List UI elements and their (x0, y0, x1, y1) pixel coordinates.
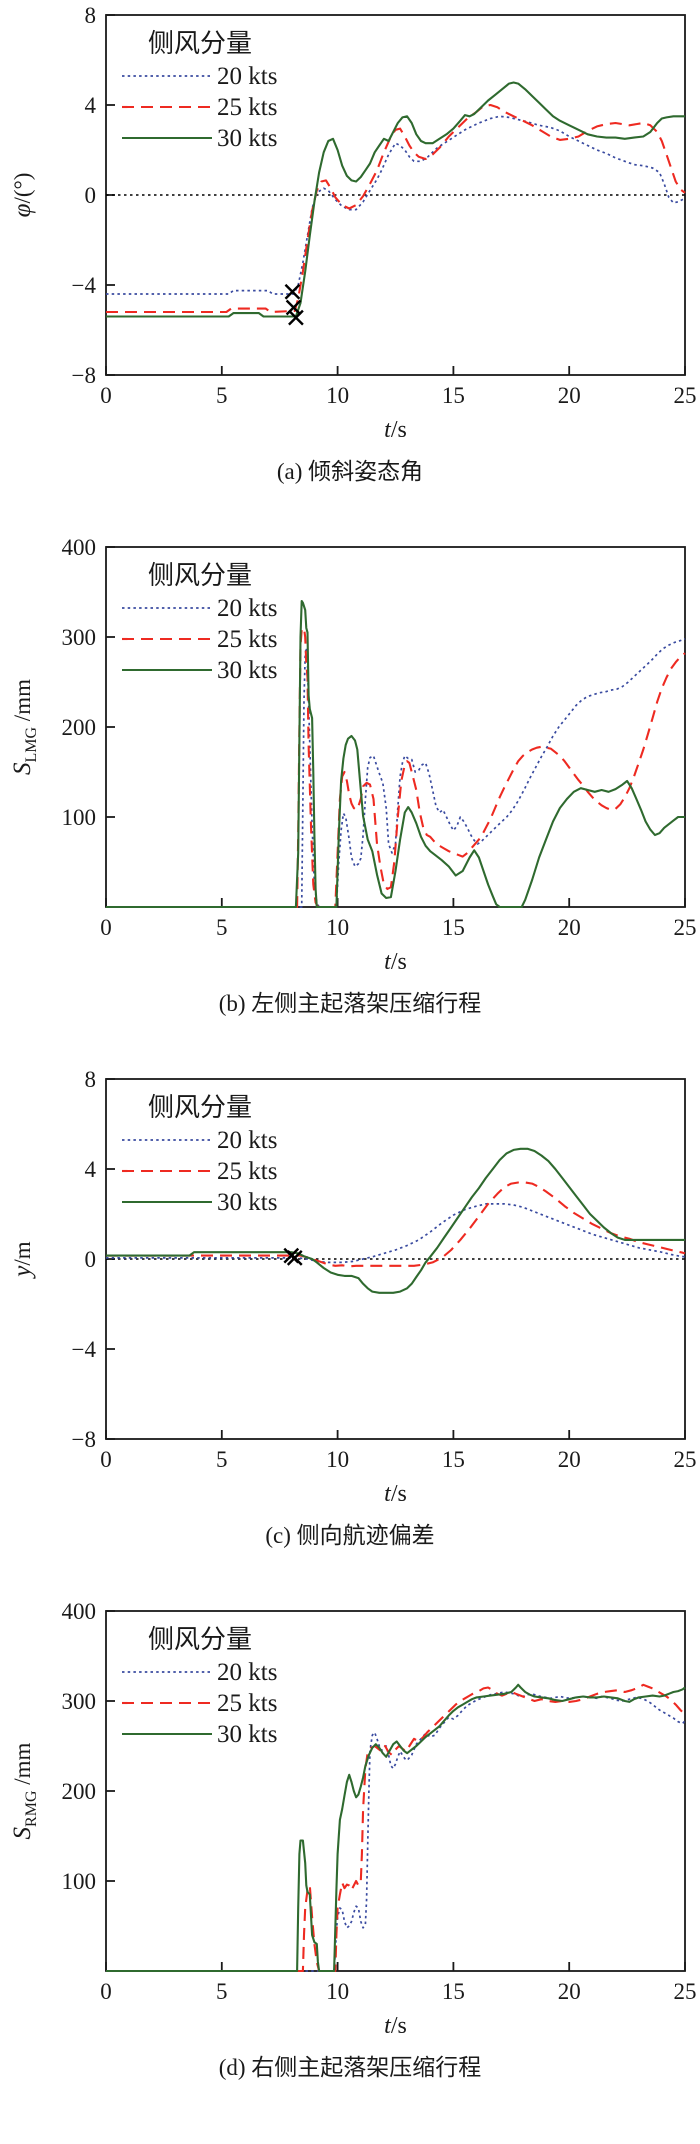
legend-title: 侧风分量 (148, 1093, 252, 1122)
series-line-30kts (106, 599, 685, 909)
y-tick-label: 0 (85, 183, 97, 208)
figure-column: 8 4 0 −4 −8 0 5 10 15 20 25 侧风分量 20 kts 25 kts 30 kts φ… (0, 0, 700, 2082)
y-tick-label: 300 (62, 625, 97, 650)
series-line-25kts (106, 1683, 686, 1973)
chart-d-caption: (d) 右侧主起落架压缩行程 (218, 2055, 482, 2080)
legend-entry-label: 30 kts (217, 125, 277, 152)
series-line-20kts (106, 115, 686, 295)
x-tick-label: 10 (326, 915, 349, 940)
legend-entry-label: 25 kts (217, 1158, 277, 1185)
touchdown-x-marker (284, 283, 301, 300)
y-axis-label: SRMG /mm (9, 1742, 40, 1839)
series-line-20kts (106, 1203, 686, 1264)
legend-entry-label: 25 kts (217, 94, 277, 121)
y-tick-label: 8 (85, 3, 97, 28)
touchdown-x-marker (286, 1250, 303, 1266)
series-line-30kts (106, 1683, 686, 1973)
x-tick-label: 15 (442, 1979, 465, 2004)
x-tick-label: 25 (674, 383, 697, 408)
x-tick-label: 15 (442, 1447, 465, 1472)
chart-a-block: 8 4 0 −4 −8 0 5 10 15 20 25 侧风分量 20 kts 25 kts 30 kts φ… (0, 0, 700, 486)
series-line-30kts (106, 1147, 685, 1294)
x-tick-label: 5 (216, 1979, 228, 2004)
y-axis-label: φ/(°) (9, 173, 36, 218)
x-tick-label: 5 (216, 383, 228, 408)
x-tick-label: 25 (674, 1979, 697, 2004)
chart-b-block: 400 300 200 100 0 5 10 15 20 25 侧风分量 20 kts 25 kts 30… (0, 532, 700, 1018)
chart-b-caption: (b) 左侧主起落架压缩行程 (218, 991, 482, 1016)
y-tick-label: 4 (85, 93, 97, 118)
touchdown-x-marker (288, 309, 304, 326)
x-tick-label: 5 (216, 1447, 228, 1472)
chart-d-block: 400 300 200 100 0 5 10 15 20 25 侧风分量 20 kts 25 kts 30… (0, 1596, 700, 2082)
legend-entry-label: 20 kts (217, 595, 277, 622)
series-line-30kts (106, 81, 685, 318)
x-tick-label: 5 (216, 915, 228, 940)
x-tick-label: 20 (558, 383, 581, 408)
y-tick-label: 4 (85, 1157, 97, 1182)
y-tick-label: 0 (85, 1247, 97, 1272)
x-tick-label: 25 (674, 1447, 697, 1472)
y-tick-label: −8 (72, 363, 96, 388)
x-tick-label: 15 (442, 383, 465, 408)
legend-entry-label: 30 kts (217, 1721, 277, 1748)
x-tick-label: 0 (100, 915, 112, 940)
legend-entry-label: 20 kts (217, 1659, 277, 1686)
legend-entry-label: 20 kts (217, 63, 277, 90)
legend-entry-label: 30 kts (217, 657, 277, 684)
legend-title: 侧风分量 (148, 561, 252, 590)
x-tick-label: 0 (100, 383, 112, 408)
y-axis-label: SLMG /mm (9, 679, 40, 775)
y-axis-label: y/m (9, 1241, 36, 1279)
x-tick-label: 20 (558, 1979, 581, 2004)
y-tick-label: −4 (72, 273, 97, 298)
chart-b-left-gear-stroke-plot: 400 300 200 100 0 5 10 15 20 25 侧风分量 20 kts 25 kts 30… (9, 535, 697, 975)
x-tick-label: 15 (442, 915, 465, 940)
legend-title: 侧风分量 (148, 1625, 252, 1654)
x-axis-label: t/s (384, 417, 407, 443)
y-tick-label: 200 (62, 1779, 97, 1804)
series-line-25kts (106, 1181, 686, 1268)
legend-entry-label: 30 kts (217, 1189, 277, 1216)
y-tick-label: 8 (85, 1067, 97, 1092)
plot-border (105, 1610, 686, 1972)
legend-entry-label: 25 kts (217, 626, 277, 653)
y-tick-label: 400 (62, 535, 97, 560)
x-tick-label: 20 (558, 1447, 581, 1472)
y-tick-label: −8 (72, 1427, 96, 1452)
chart-c-caption: (c) 侧向航迹偏差 (265, 1523, 435, 1548)
x-tick-label: 0 (100, 1979, 112, 2004)
x-tick-label: 25 (674, 915, 697, 940)
x-axis-label: t/s (384, 949, 407, 975)
y-tick-label: 200 (62, 715, 97, 740)
chart-a-caption: (a) 倾斜姿态角 (276, 459, 424, 484)
legend-entry-label: 25 kts (217, 1690, 277, 1717)
y-tick-label: 300 (62, 1689, 97, 1714)
y-tick-label: 400 (62, 1599, 97, 1624)
x-tick-label: 10 (326, 1447, 349, 1472)
y-tick-label: 100 (62, 1869, 97, 1894)
x-tick-label: 0 (100, 1447, 112, 1472)
x-tick-label: 20 (558, 915, 581, 940)
chart-c-block: 8 4 0 −4 −8 0 5 10 15 20 25 侧风分量 20 kts 25 kts 30 kts y… (0, 1064, 700, 1550)
y-tick-label: 100 (62, 805, 97, 830)
x-tick-label: 10 (326, 1979, 349, 2004)
legend-title: 侧风分量 (148, 29, 252, 58)
x-tick-label: 10 (326, 383, 349, 408)
x-axis-label: t/s (384, 2013, 407, 2039)
x-axis-label: t/s (384, 1481, 407, 1507)
chart-d-right-gear-stroke-plot: 400 300 200 100 0 5 10 15 20 25 侧风分量 20 kts 25 kts 30… (9, 1599, 697, 2039)
legend-entry-label: 20 kts (217, 1127, 277, 1154)
series-line-20kts (106, 638, 686, 908)
y-tick-label: −4 (72, 1337, 97, 1362)
